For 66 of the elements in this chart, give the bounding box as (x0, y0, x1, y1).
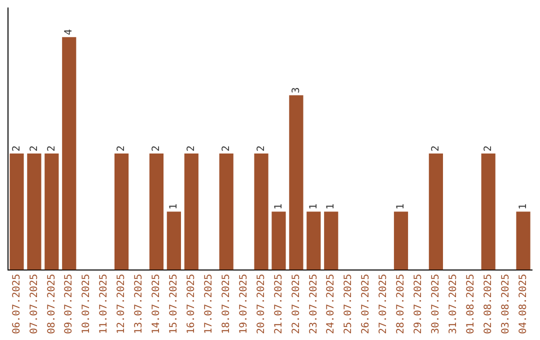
x-tick-label: 27.07.2025 (378, 274, 390, 334)
bar (10, 153, 24, 270)
data-label: 1 (168, 204, 180, 210)
x-tick-label: 07.07.2025 (28, 274, 40, 334)
data-label: 2 (151, 145, 162, 152)
x-tick-label: 12.07.2025 (116, 274, 128, 334)
x-tick-label: 02.08.2025 (482, 274, 494, 334)
bar (62, 37, 76, 270)
x-tick-label: 23.07.2025 (308, 274, 320, 334)
bar (114, 153, 129, 270)
bar (254, 153, 268, 270)
x-tick-label: 20.07.2025 (256, 274, 267, 334)
x-tick-label: 16.07.2025 (186, 274, 197, 334)
data-label: 1 (308, 204, 320, 210)
x-tick-label: 26.07.2025 (360, 274, 372, 334)
x-tick-label: 03.08.2025 (500, 274, 512, 334)
x-tick-label: 09.07.2025 (64, 274, 75, 334)
bar (324, 212, 338, 270)
data-label: 2 (28, 145, 40, 152)
data-label: 1 (273, 204, 284, 210)
bar (184, 153, 198, 270)
x-tick-label: 13.07.2025 (134, 274, 145, 334)
x-tick-label: 06.07.2025 (11, 274, 22, 334)
x-tick-label: 17.07.2025 (203, 274, 214, 334)
data-label: 2 (46, 145, 58, 152)
x-tick-label: 15.07.2025 (168, 274, 180, 334)
bar (516, 212, 530, 270)
x-tick-label: 18.07.2025 (220, 274, 232, 334)
bar (44, 153, 59, 270)
x-tick-label: 11.07.2025 (98, 274, 110, 334)
data-label: 2 (11, 145, 22, 152)
x-tick-label: 29.07.2025 (413, 274, 424, 334)
data-label: 2 (220, 145, 232, 152)
bar (481, 153, 496, 270)
bar (219, 153, 234, 270)
bar (272, 212, 286, 270)
bar (289, 95, 304, 270)
bar (27, 153, 42, 270)
x-tick-label: 08.07.2025 (46, 274, 58, 334)
x-tick-label: 25.07.2025 (343, 274, 354, 334)
data-label: 2 (482, 145, 494, 152)
data-label: 2 (116, 145, 128, 152)
x-tick-label: 30.07.2025 (430, 274, 442, 334)
data-label: 2 (186, 145, 197, 152)
x-tick-label: 14.07.2025 (151, 274, 162, 334)
bar (149, 153, 164, 270)
data-label: 2 (256, 145, 267, 152)
x-tick-label: 01.08.2025 (465, 274, 476, 334)
data-label: 1 (396, 204, 407, 210)
x-tick-label: 10.07.2025 (81, 274, 92, 334)
x-tick-label: 31.07.2025 (448, 274, 459, 334)
bar (166, 212, 181, 270)
x-tick-label: 22.07.2025 (290, 274, 302, 334)
x-tick-label: 24.07.2025 (326, 274, 337, 334)
data-label: 1 (326, 204, 337, 210)
x-tick-label: 28.07.2025 (396, 274, 407, 334)
bar (394, 212, 408, 270)
data-label: 3 (290, 87, 302, 94)
x-tick-label: 04.08.2025 (518, 274, 529, 334)
bar (306, 212, 321, 270)
data-label: 2 (430, 145, 442, 152)
x-tick-label: 19.07.2025 (238, 274, 250, 334)
data-label: 1 (518, 204, 529, 210)
x-tick-label: 21.07.2025 (273, 274, 284, 334)
data-label: 4 (64, 29, 75, 36)
bar (428, 153, 443, 270)
